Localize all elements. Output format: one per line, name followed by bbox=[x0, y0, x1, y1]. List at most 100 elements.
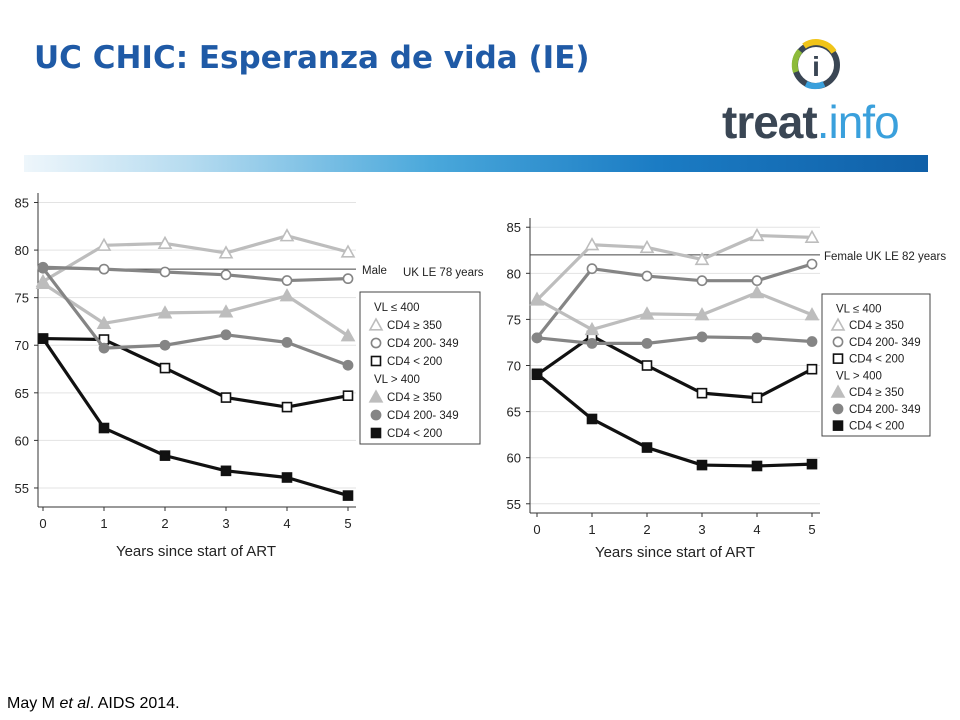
female-x-tick-label: 0 bbox=[533, 522, 540, 537]
female-y-tick-label: 65 bbox=[507, 405, 521, 420]
female-y-tick-label: 55 bbox=[507, 497, 521, 512]
male-series-line bbox=[41, 267, 349, 367]
male-data-point bbox=[340, 328, 356, 342]
male-y-tick-label: 65 bbox=[15, 386, 29, 401]
male-series-line bbox=[41, 337, 349, 498]
female-reference-label: Female UK LE 82 years bbox=[824, 251, 946, 263]
male-series-line bbox=[42, 336, 349, 409]
female-legend-label: CD4 ≥ 350 bbox=[849, 320, 904, 332]
female-legend-label: CD4 < 200 bbox=[849, 354, 904, 366]
female-data-point bbox=[641, 360, 653, 371]
female-data-point bbox=[586, 337, 598, 349]
female-series-line bbox=[536, 291, 813, 332]
male-data-point bbox=[37, 262, 49, 274]
male-data-point bbox=[342, 490, 354, 501]
male-data-point bbox=[159, 266, 171, 278]
citation-authors: May M bbox=[7, 695, 55, 712]
male-y-tick-label: 85 bbox=[15, 196, 29, 211]
male-data-point bbox=[98, 263, 110, 275]
male-data-point bbox=[98, 342, 110, 354]
female-data-point bbox=[529, 291, 545, 305]
male-legend-label: CD4 ≥ 350 bbox=[387, 320, 442, 332]
male-x-tick-label: 1 bbox=[100, 516, 107, 531]
female-data-point bbox=[806, 258, 818, 270]
male-data-point bbox=[279, 288, 295, 302]
male-data-point bbox=[37, 333, 49, 344]
female-data-point bbox=[806, 336, 818, 347]
male-x-tick-label: 3 bbox=[222, 516, 229, 531]
female-data-point bbox=[586, 413, 598, 425]
female-x-tick-label: 1 bbox=[588, 522, 595, 537]
female-data-point bbox=[696, 459, 708, 471]
male-series-line bbox=[42, 265, 349, 283]
female-x-tick-label: 3 bbox=[698, 522, 705, 537]
male-y-tick-label: 55 bbox=[15, 481, 29, 496]
male-legend: VL ≤ 400 CD4 ≥ 350 CD4 200- 349 CD4 < 200 VL… bbox=[359, 291, 481, 445]
female-x-tick-label: 5 bbox=[808, 522, 815, 537]
page-title: UC CHIC: Esperanza de vida (IE) bbox=[34, 40, 590, 76]
male-reference-label: UK LE 78 years bbox=[403, 267, 484, 279]
female-data-point bbox=[694, 307, 710, 321]
male-data-point bbox=[279, 228, 295, 242]
male-series-4 bbox=[35, 275, 356, 342]
male-y-tick-label: 75 bbox=[15, 291, 29, 306]
female-data-point bbox=[804, 307, 820, 321]
female-legend-marker bbox=[832, 336, 844, 348]
male-series-1 bbox=[35, 228, 356, 288]
female-series-4 bbox=[529, 285, 820, 336]
logo-text: treat.info bbox=[722, 96, 899, 148]
male-x-tick-label: 2 bbox=[161, 516, 168, 531]
female-data-point bbox=[804, 229, 820, 243]
female-series-line bbox=[536, 335, 813, 345]
female-y-tick-label: 75 bbox=[507, 312, 521, 327]
female-data-point bbox=[749, 227, 765, 242]
male-series-6 bbox=[37, 333, 354, 501]
female-data-point bbox=[806, 458, 818, 470]
treat-info-logo: i treat.info bbox=[722, 39, 900, 148]
female-data-point bbox=[751, 332, 763, 344]
male-data-point bbox=[218, 304, 234, 318]
female-series-line bbox=[535, 372, 813, 468]
male-y-tick-label: 80 bbox=[15, 243, 29, 258]
female-data-point bbox=[639, 306, 655, 320]
male-legend-heading: VL > 400 bbox=[374, 374, 420, 386]
female-y-tick-label: 80 bbox=[507, 266, 521, 281]
male-legend-heading: VL ≤ 400 bbox=[374, 302, 420, 314]
female-data-point bbox=[586, 263, 598, 275]
female-data-point bbox=[531, 332, 543, 344]
female-data-point bbox=[751, 392, 763, 404]
citation: May M et al. AIDS 2014. bbox=[7, 695, 180, 713]
female-data-point bbox=[696, 387, 708, 399]
female-legend-marker bbox=[830, 317, 846, 331]
male-data-point bbox=[157, 235, 173, 250]
male-data-point bbox=[342, 390, 354, 401]
female-legend-marker bbox=[832, 403, 844, 415]
female-legend-label: CD4 ≥ 350 bbox=[849, 387, 904, 399]
female-y-tick-label: 85 bbox=[507, 220, 521, 235]
male-data-point bbox=[98, 422, 110, 434]
male-series-5 bbox=[37, 262, 354, 371]
male-series-line bbox=[42, 234, 349, 283]
male-series-line bbox=[42, 282, 349, 338]
male-data-point bbox=[96, 315, 112, 329]
male-data-point bbox=[281, 472, 293, 483]
male-legend-marker bbox=[370, 427, 382, 439]
logo-i-icon: i bbox=[791, 39, 840, 89]
male-series-3 bbox=[37, 333, 354, 413]
male-x-tick-label: 4 bbox=[283, 516, 290, 531]
male-data-point bbox=[159, 362, 171, 374]
female-x-tick-label: 4 bbox=[753, 522, 760, 537]
female-data-point bbox=[641, 442, 653, 453]
logo-text-info: .info bbox=[817, 96, 899, 148]
female-data-point bbox=[696, 275, 708, 287]
male-x-axis-label: Years since start of ART bbox=[116, 543, 276, 560]
male-legend-label: CD4 ≥ 350 bbox=[387, 392, 442, 404]
logo-symbol: i bbox=[812, 51, 820, 82]
male-data-point bbox=[220, 392, 232, 403]
male-legend-label: CD4 200- 349 bbox=[387, 338, 459, 350]
female-data-point bbox=[639, 239, 655, 254]
female-legend-label: CD4 200- 349 bbox=[849, 337, 921, 349]
female-data-point bbox=[749, 285, 765, 299]
male-data-point bbox=[159, 339, 171, 351]
